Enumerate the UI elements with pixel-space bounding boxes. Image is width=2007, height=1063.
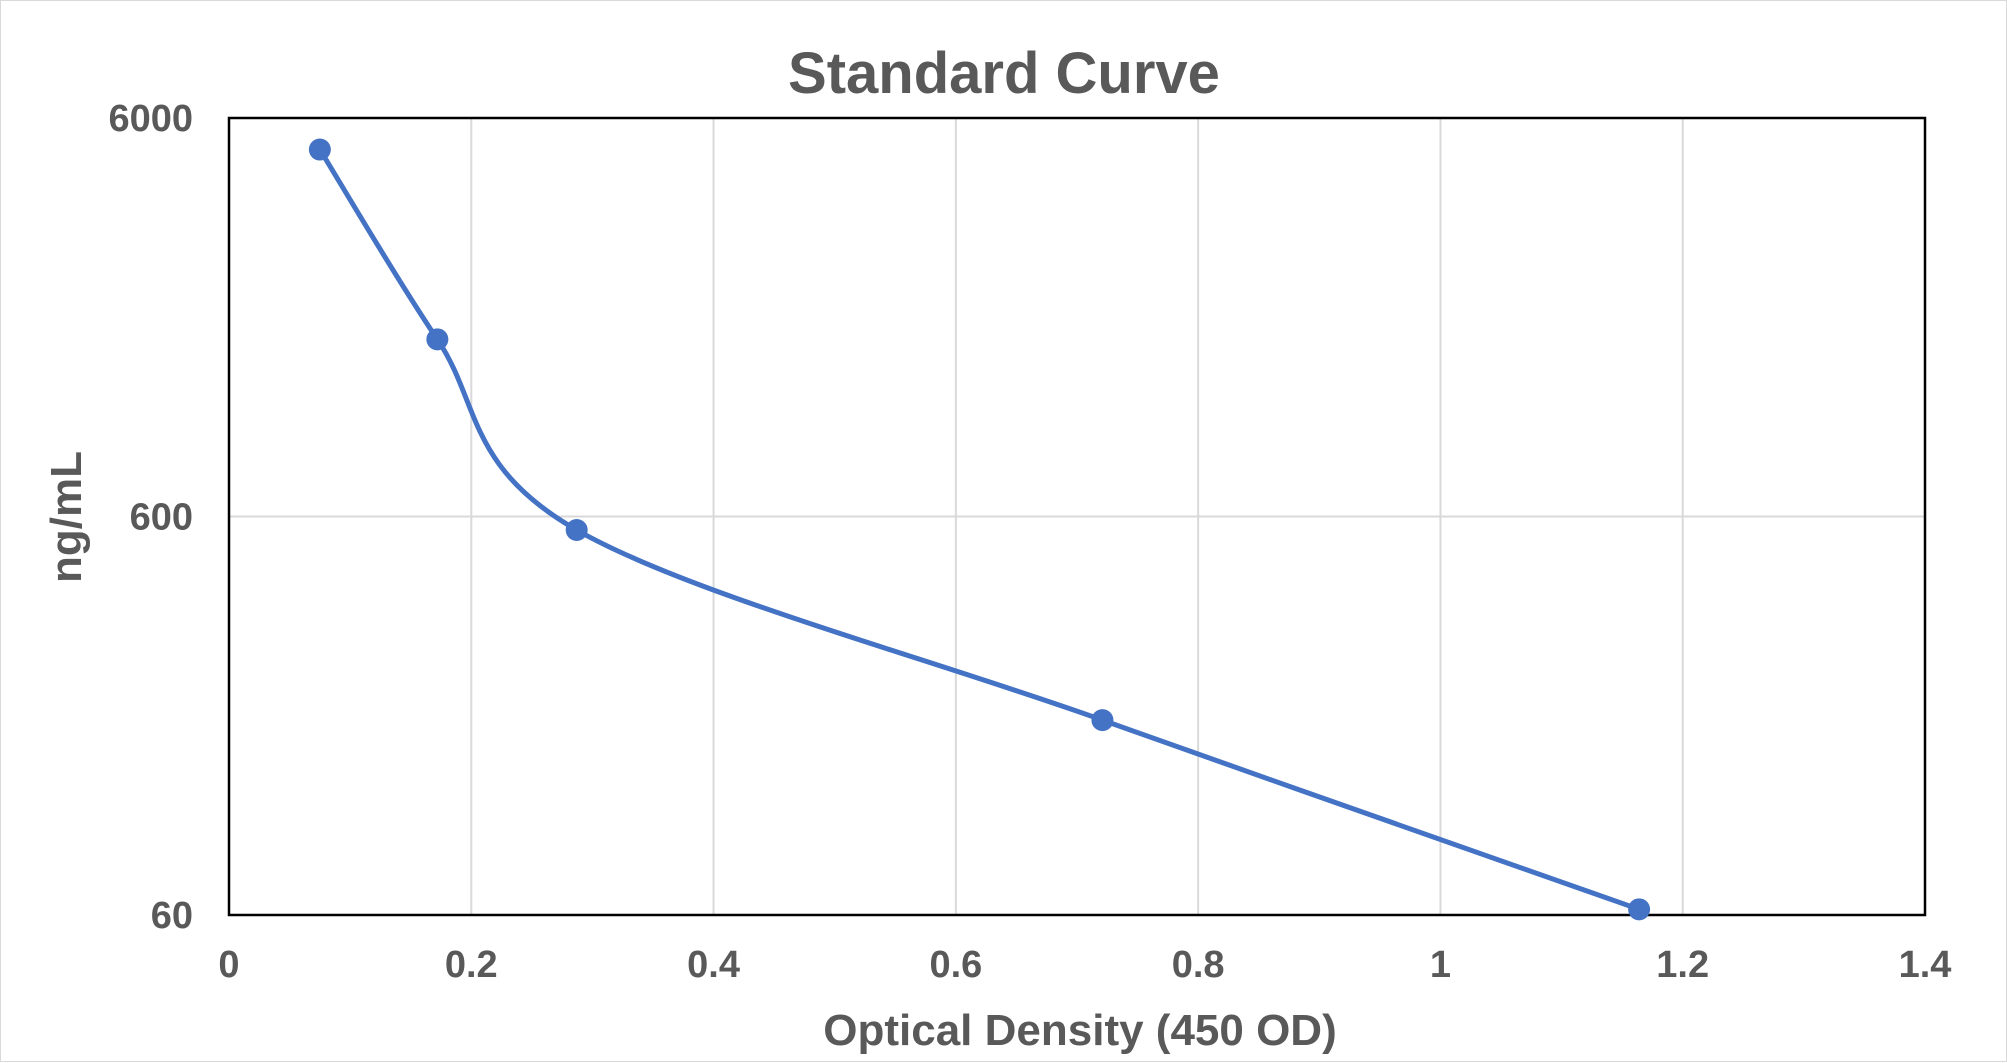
- y-tick-label-1: 600: [130, 497, 193, 539]
- y-tick-label-2: 6000: [108, 98, 193, 140]
- data-point-3: [1091, 709, 1114, 732]
- gridlines: [229, 118, 1925, 915]
- x-tick-label-2: 0.4: [687, 944, 740, 986]
- y-axis-tick-labels: 60 600 6000: [108, 98, 193, 937]
- data-point-4: [1628, 898, 1651, 921]
- data-points: [308, 138, 1651, 921]
- x-tick-label-7: 1.4: [1899, 944, 1952, 986]
- plot-area-border: [227, 116, 1927, 917]
- data-point-2: [565, 518, 588, 541]
- x-axis-label: Optical Density (450 OD): [823, 1006, 1336, 1055]
- x-axis-tick-labels: 0 0.2 0.4 0.6 0.8 1 1.2 1.4: [218, 944, 1951, 986]
- x-tick-label-5: 1: [1430, 944, 1451, 986]
- chart-title: Standard Curve: [788, 41, 1220, 106]
- x-tick-label-0: 0: [218, 944, 239, 986]
- data-point-1: [426, 328, 449, 351]
- y-tick-label-0: 60: [151, 895, 193, 937]
- data-point-0: [308, 138, 331, 161]
- y-axis-label: ng/mL: [42, 451, 91, 583]
- x-tick-label-6: 1.2: [1656, 944, 1709, 986]
- x-tick-label-1: 0.2: [445, 944, 498, 986]
- series-line: [317, 148, 1640, 912]
- x-tick-label-3: 0.6: [929, 944, 982, 986]
- x-tick-label-4: 0.8: [1172, 944, 1225, 986]
